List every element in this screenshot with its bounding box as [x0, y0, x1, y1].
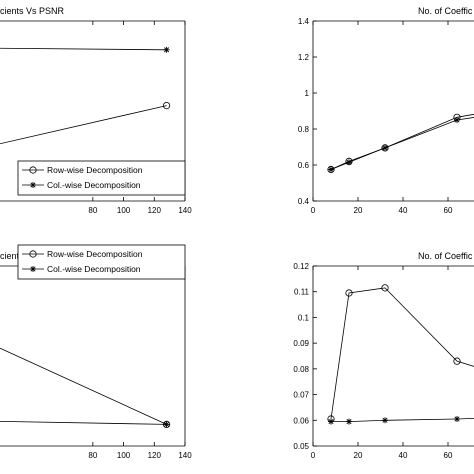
data-point-star	[163, 46, 170, 53]
legend-star-marker	[30, 182, 36, 188]
data-point-star	[328, 418, 334, 425]
y-tick-label: 0.08	[293, 365, 309, 374]
legend-psnr-left: Row-wise Decomposition Col.-wise Decompo…	[17, 160, 186, 196]
x-tick-label: 100	[117, 206, 131, 215]
data-point-circle	[162, 102, 171, 110]
data-point-circle	[345, 289, 353, 297]
y-tick-label: 0.05	[293, 442, 309, 451]
data-point-star	[346, 159, 352, 166]
y-tick-label: 0.8	[298, 125, 310, 134]
y-tick-label: 0.1	[298, 313, 310, 322]
plot-nmse-right: 0 20 40 60 0.05 0.06 0.07 0.08 0.09 0.1 0.11 0.12	[293, 262, 474, 460]
x-tick-label: 140	[178, 451, 192, 460]
y-tick-label: 1	[305, 89, 310, 98]
plot-nmse-left: 80 100 120 140	[0, 265, 192, 460]
y-tick-label: 0.07	[293, 391, 309, 400]
x-tick-label: 60	[444, 206, 453, 215]
plot-area	[0, 46, 171, 145]
legend-label: Row-wise Decomposition	[47, 249, 143, 259]
y-tick-label: 0.09	[293, 339, 309, 348]
x-tick-label: 20	[354, 451, 363, 460]
y-tick-label: 0.4	[298, 197, 310, 206]
x-tick-label: 60	[444, 451, 453, 460]
x-tick-label: 20	[354, 206, 363, 215]
x-tick-label: 0	[311, 206, 316, 215]
title-psnr-left: cients Vs PSNR	[0, 6, 65, 16]
x-tick-label: 120	[148, 206, 162, 215]
legend-circle-marker	[29, 166, 37, 174]
legend-label: Row-wise Decomposition	[47, 165, 143, 175]
x-tick-label: 140	[178, 206, 192, 215]
plot-psnr-left: 80 100 120 140	[0, 20, 192, 215]
x-tick-label: 40	[399, 451, 408, 460]
plot-area	[0, 347, 171, 428]
series-line	[0, 420, 167, 425]
data-point-star	[454, 117, 460, 123]
series-line	[0, 105, 167, 145]
data-point-star	[382, 417, 388, 424]
data-point-star	[382, 144, 388, 151]
data-point-circle	[453, 357, 461, 365]
series-line	[330, 287, 474, 420]
title-nmse-right: No. of Coeffic	[418, 251, 473, 261]
x-tick-label: 120	[148, 451, 162, 460]
plot-area	[327, 284, 474, 425]
legend-star-marker	[30, 266, 36, 272]
data-point-star	[454, 416, 460, 422]
y-tick-label: 1.4	[298, 17, 310, 26]
x-tick-label: 100	[117, 451, 131, 460]
data-point-circle	[381, 284, 389, 292]
data-point-star	[328, 166, 334, 173]
data-point-circle	[381, 144, 389, 152]
legend-circle-marker	[29, 250, 37, 258]
y-tick-label: 1.2	[298, 53, 310, 62]
x-tick-label: 40	[399, 206, 408, 215]
plot-area	[327, 113, 474, 174]
title-psnr-right: No. of Coeffic	[418, 6, 473, 16]
series-line	[0, 47, 167, 51]
y-tick-label: 0.6	[298, 161, 310, 170]
y-tick-label: 0.12	[293, 262, 309, 271]
data-point-circle	[327, 165, 335, 174]
legend-label: Col.-wise Decomposition	[47, 180, 141, 190]
series-line	[331, 417, 474, 423]
legend-label: Col.-wise Decomposition	[47, 264, 141, 274]
x-tick-label: 0	[311, 451, 316, 460]
data-point-star	[346, 418, 352, 425]
y-tick-label: 0.11	[294, 288, 310, 297]
x-tick-label: 80	[88, 206, 97, 215]
data-point-star	[163, 421, 170, 428]
x-tick-label: 80	[88, 451, 97, 460]
y-tick-label: 0.06	[293, 416, 309, 425]
legend-nmse-left: Row-wise Decomposition Col.-wise Decompo…	[17, 244, 186, 280]
series-line	[0, 347, 167, 425]
plot-psnr-right: 0 20 40 60 0.4 0.6 0.8 1 1.2 1.4	[298, 17, 474, 215]
series-line	[330, 117, 474, 170]
